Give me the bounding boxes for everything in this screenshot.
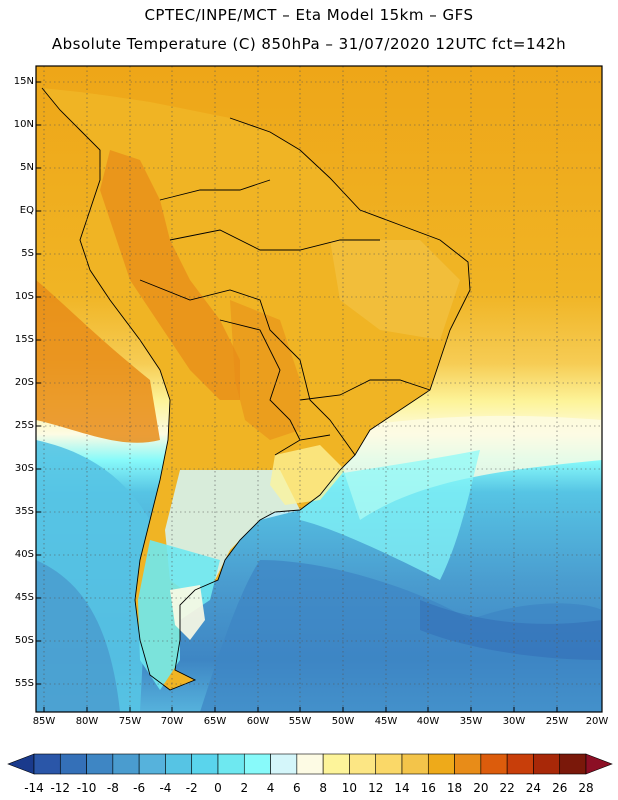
atlantic-cyan-band: [300, 450, 480, 580]
lat-label: 50S: [14, 635, 34, 646]
lat-label: 25S: [14, 420, 34, 431]
colorbar-tick-label: -4: [159, 781, 172, 795]
colorbar-swatch: [191, 753, 219, 775]
lon-label: 65W: [203, 716, 227, 727]
colorbar-swatch: [401, 753, 429, 775]
atlantic-cold-pool: [200, 560, 602, 712]
colorbar-tick-label: 8: [319, 781, 327, 795]
lat-label: 45S: [14, 592, 34, 603]
colorbar-swatch: [33, 753, 61, 775]
lat-label: 10S: [14, 291, 34, 302]
lon-label: 40W: [416, 716, 440, 727]
lat-label: 35S: [14, 506, 34, 517]
lat-label: 30S: [14, 463, 34, 474]
map-subtitle: Absolute Temperature (C) 850hPa – 31/07/…: [51, 35, 567, 53]
lon-label: 25W: [545, 716, 569, 727]
colorbar-tick-label: -14: [24, 781, 44, 795]
colorbar-swatch: [349, 753, 377, 775]
lon-label: 55W: [288, 716, 312, 727]
colorbar-swatch: [480, 753, 508, 775]
colorbar-swatch: [454, 753, 482, 775]
patagonia-pale: [170, 585, 205, 640]
lat-label: 15S: [14, 334, 34, 345]
map-title: CPTEC/INPE/MCT – Eta Model 15km – GFS: [144, 6, 474, 24]
lat-label: 20S: [14, 377, 34, 388]
colorbar-tick-label: 4: [266, 781, 275, 795]
colorbar-tick-label: 6: [293, 781, 301, 795]
lon-label: 60W: [246, 716, 270, 727]
colorbar-arrow-high: [585, 753, 613, 775]
colorbar-swatch: [270, 753, 298, 775]
map-frame: [35, 65, 603, 713]
colorbar-tick-label: -12: [50, 781, 71, 795]
lat-label: 10N: [13, 119, 34, 130]
lon-label: 75W: [118, 716, 142, 727]
atlantic-coldest-core: [420, 600, 602, 660]
colorbar-tick-label: -8: [106, 781, 119, 795]
lon-label: 20W: [585, 716, 609, 727]
colorbar-tick-label: 24: [525, 781, 542, 795]
lon-label: 35W: [459, 716, 483, 727]
colorbar-swatch: [112, 753, 140, 775]
central-warm-core: [230, 300, 300, 440]
colorbar-tick-label: 14: [394, 781, 410, 795]
colorbar-swatch: [322, 753, 350, 775]
axis-ticks: [36, 81, 558, 712]
colorbar-tick-label: 10: [341, 781, 358, 795]
pacific-cold-region: [36, 560, 120, 712]
lon-label: 45W: [374, 716, 398, 727]
lon-label: 80W: [75, 716, 99, 727]
andes-warm-core: [100, 150, 240, 400]
colorbar-tick-label: -6: [133, 781, 146, 795]
colorbar-tick-label: 22: [499, 781, 515, 795]
temperature-field: [36, 66, 602, 712]
colorbar-swatch: [59, 753, 87, 775]
colorbar-tick-label: 12: [368, 781, 384, 795]
lat-label: 55S: [14, 678, 34, 689]
lat-label: 40S: [14, 549, 34, 560]
colorbar-tick-label: 18: [446, 781, 463, 795]
lon-label: 85W: [32, 716, 56, 727]
colorbar-swatch: [559, 753, 587, 775]
lat-label: 5N: [20, 162, 34, 173]
colorbar-tick-label: 20: [473, 781, 489, 795]
colorbar-tick-label: 2: [240, 781, 249, 795]
colorbar-swatch: [243, 753, 271, 775]
lon-label: 50W: [331, 716, 355, 727]
coastline-borders: [41, 87, 471, 691]
uruguay-pale: [270, 445, 345, 505]
colorbar-tick-label: 0: [214, 781, 222, 795]
colorbar-tick-label: 28: [578, 781, 594, 795]
lat-label: 5S: [21, 248, 34, 259]
colorbar-swatch: [86, 753, 114, 775]
pacific-warm-band: [36, 280, 160, 443]
colorbar-tick-label: 26: [552, 781, 568, 795]
colorbar-swatches: [7, 753, 613, 775]
colorbar-tick-label: 16: [420, 781, 436, 795]
colorbar-swatch: [217, 753, 245, 775]
colorbar-tick-label: -2: [185, 781, 198, 795]
lat-label: 15N: [13, 76, 34, 87]
colorbar-tick-label: -10: [76, 781, 97, 795]
colorbar-swatch: [427, 753, 455, 775]
colorbar: [7, 753, 613, 775]
lon-label: 30W: [502, 716, 526, 727]
colorbar-swatch: [506, 753, 534, 775]
colorbar-swatch: [165, 753, 193, 775]
colorbar-swatch: [533, 753, 561, 775]
colorbar-arrow-low: [7, 753, 35, 775]
colorbar-swatch: [138, 753, 166, 775]
northeast-warm: [330, 240, 460, 340]
lon-label: 70W: [160, 716, 184, 727]
lat-label: EQ: [19, 205, 34, 216]
colorbar-swatch: [375, 753, 403, 775]
colorbar-swatch: [296, 753, 324, 775]
